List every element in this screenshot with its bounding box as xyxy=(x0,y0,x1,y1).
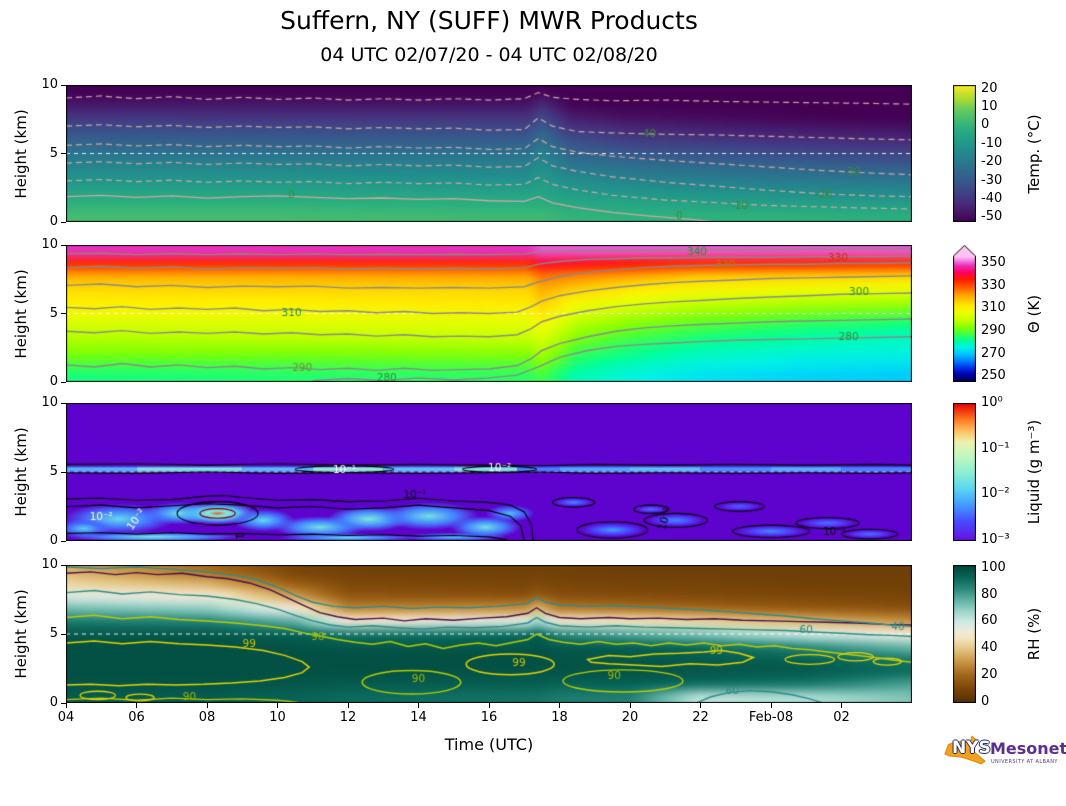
x-tick-label: 02 xyxy=(833,710,850,725)
liquid-y-tick-label: 0 xyxy=(49,533,58,548)
rh-colorbar-title: RH (%) xyxy=(1025,607,1043,661)
x-tick-mark xyxy=(418,703,419,708)
x-tick-label: 04 xyxy=(57,710,75,725)
temperature-y-tick-label: 0 xyxy=(49,214,58,229)
x-axis-title: Time (UTC) xyxy=(444,735,534,754)
rh-colorbar-tick-label: 0 xyxy=(981,694,990,709)
rh-y-tick-label: 10 xyxy=(41,557,58,572)
theta-colorbar-tick-label: 310 xyxy=(981,300,1006,316)
rh-y-tick-mark xyxy=(61,702,66,704)
liquid-y-tick-mark xyxy=(61,471,66,473)
x-tick-label: 20 xyxy=(621,710,639,725)
figure-title: Suffern, NY (SUFF) MWR Products xyxy=(280,6,698,35)
temperature-colorbar-title: Temp. (°C) xyxy=(1025,113,1043,194)
x-tick-label: 12 xyxy=(339,710,357,725)
x-tick-label: 22 xyxy=(692,710,709,725)
x-tick-mark xyxy=(488,703,490,708)
liquid-y-tick-mark xyxy=(61,540,66,542)
theta-y-tick-mark xyxy=(61,313,66,314)
rh-y-tick-mark xyxy=(61,633,66,635)
x-tick-mark xyxy=(347,703,349,708)
x-tick-mark xyxy=(559,703,560,708)
x-tick-label: 18 xyxy=(551,710,568,725)
liquid-colorbar-tick-label: 10⁻² xyxy=(981,486,1010,502)
theta-colorbar-title: Θ (K) xyxy=(1025,294,1043,333)
rh-colorbar-tick-label: 20 xyxy=(981,667,998,683)
liquid-colorbar-tick-label: 10⁻³ xyxy=(981,532,1010,547)
liquid-y-tick-mark xyxy=(61,402,66,404)
rh-y-tick-mark xyxy=(61,564,66,566)
theta-y-tick-mark xyxy=(61,381,66,383)
theta-colorbar-tick-label: 290 xyxy=(981,323,1006,338)
liquid-colorbar-tick-label: 10⁰ xyxy=(981,395,1003,410)
theta-y-tick-mark xyxy=(61,244,66,246)
x-tick-mark xyxy=(136,703,137,708)
temperature-y-tick-mark xyxy=(61,153,66,154)
x-tick-mark xyxy=(65,703,67,708)
liquid-y-tick-label: 5 xyxy=(49,464,58,479)
rh-colorbar-tick-label: 60 xyxy=(981,613,998,629)
temperature-colorbar-tick-label: -50 xyxy=(981,209,1003,225)
temperature-y-tick-label: 5 xyxy=(49,145,58,161)
logo-nys-text: NYS xyxy=(952,738,991,758)
x-tick-mark xyxy=(277,703,278,708)
x-tick-label: 14 xyxy=(410,710,427,725)
x-tick-label: 10 xyxy=(269,710,286,725)
logo-mesonet-text: Mesonet xyxy=(990,739,1066,758)
liquid-y-tick-label: 10 xyxy=(41,395,58,410)
rh-colorbar-tick-label: 100 xyxy=(981,559,1006,575)
x-tick-label: 16 xyxy=(480,710,498,725)
theta-colorbar-tick-label: 350 xyxy=(981,254,1006,270)
temperature-colorbar-tick-label: -10 xyxy=(981,135,1003,151)
x-tick-label: 08 xyxy=(198,710,216,725)
figure-subtitle: 04 UTC 02/07/20 - 04 UTC 02/08/20 xyxy=(320,44,658,66)
temperature-y-tick-mark xyxy=(61,84,66,86)
theta-y-tick-label: 10 xyxy=(41,237,58,252)
ny-state-icon xyxy=(944,735,986,765)
temperature-colorbar-tick-label: 20 xyxy=(981,80,998,96)
temperature-y-tick-label: 10 xyxy=(41,77,58,92)
theta-y-tick-label: 5 xyxy=(49,305,58,321)
temperature-colorbar xyxy=(953,85,976,222)
x-tick-mark xyxy=(841,703,842,708)
theta-colorbar-tick-label: 250 xyxy=(981,368,1006,384)
temperature-colorbar-tick-label: 10 xyxy=(981,99,998,115)
rh-colorbar-tick-label: 40 xyxy=(981,640,998,656)
temperature-colorbar-tick-label: -30 xyxy=(981,172,1003,188)
rh-y-axis-title: Height (km) xyxy=(12,589,30,679)
nys-mesonet-logo: NYS Mesonet UNIVERSITY AT ALBANY xyxy=(943,722,1066,784)
theta-colorbar-tick-label: 270 xyxy=(981,345,1006,361)
theta-y-axis-title: Height (km) xyxy=(12,268,30,359)
rh-y-tick-label: 5 xyxy=(49,626,58,641)
temperature-panel xyxy=(66,85,912,222)
rh-colorbar-tick-label: 80 xyxy=(981,586,998,602)
x-tick-mark xyxy=(206,703,208,708)
temperature-y-axis-title: Height (km) xyxy=(12,108,30,199)
x-tick-mark xyxy=(629,703,631,708)
liquid-colorbar-tick-label: 10⁻¹ xyxy=(981,440,1010,456)
rh-colorbar xyxy=(953,565,976,703)
theta-panel xyxy=(66,245,912,382)
liquid-colorbar-title: Liquid (g m⁻³) xyxy=(1025,419,1043,525)
x-tick-mark xyxy=(770,703,772,708)
liquid-y-axis-title: Height (km) xyxy=(12,427,30,517)
rh-panel xyxy=(66,565,912,703)
theta-y-tick-label: 0 xyxy=(49,374,58,389)
temperature-colorbar-tick-label: 0 xyxy=(981,117,990,133)
temperature-colorbar-tick-label: -40 xyxy=(981,190,1003,206)
x-tick-mark xyxy=(700,703,701,708)
liquid-colorbar xyxy=(953,403,976,541)
temperature-colorbar-tick-label: -20 xyxy=(981,154,1003,170)
theta-colorbar-tick-label: 330 xyxy=(981,277,1006,293)
temperature-y-tick-mark xyxy=(61,221,66,223)
x-tick-label: Feb-08 xyxy=(748,710,794,725)
rh-y-tick-label: 0 xyxy=(49,695,58,710)
liquid-panel xyxy=(66,403,912,541)
logo-university-text: UNIVERSITY AT ALBANY xyxy=(991,759,1058,765)
x-tick-label: 06 xyxy=(128,710,145,725)
theta-colorbar xyxy=(953,245,976,382)
